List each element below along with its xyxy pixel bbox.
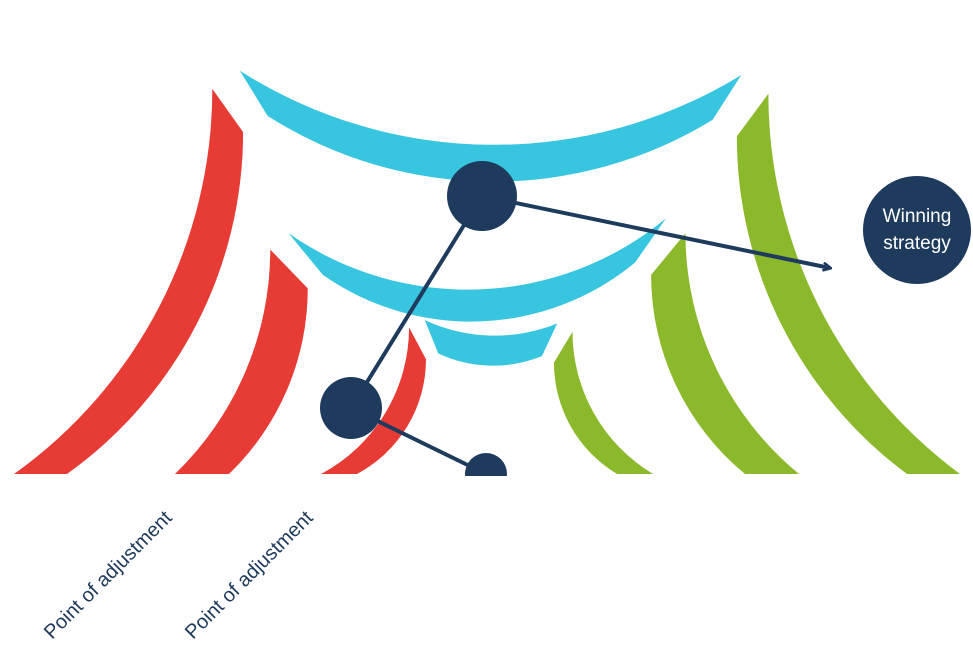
point-of-adjustment-label-outer: Point of adjustment — [40, 507, 177, 644]
winning-strategy-badge: Winning strategy — [855, 168, 973, 292]
connector-arrow-to-winning — [481, 194, 830, 268]
middle-arc-cyan — [288, 218, 666, 322]
outer-arc-red — [14, 88, 244, 474]
arc-rings — [14, 70, 960, 475]
inner-arc-green — [553, 331, 653, 474]
inner-arc-cyan — [424, 320, 558, 366]
connector-inner-to-middle-node — [349, 194, 484, 410]
middle-arc-red — [175, 249, 308, 474]
winning-strategy-label-line1: Winning — [883, 206, 952, 227]
outer-arc-cyan — [239, 70, 742, 182]
winning-strategy-circle — [863, 176, 971, 284]
center-node-mask — [440, 476, 540, 516]
outer-arc-green — [736, 93, 960, 475]
winning-strategy-label-line2: strategy — [883, 233, 951, 254]
middle-arc-green — [651, 233, 799, 474]
inner-node — [320, 377, 382, 439]
middle-node — [447, 161, 517, 231]
inner-arc-red — [321, 327, 426, 474]
point-of-adjustment-label-inner: Point of adjustment — [181, 507, 318, 644]
